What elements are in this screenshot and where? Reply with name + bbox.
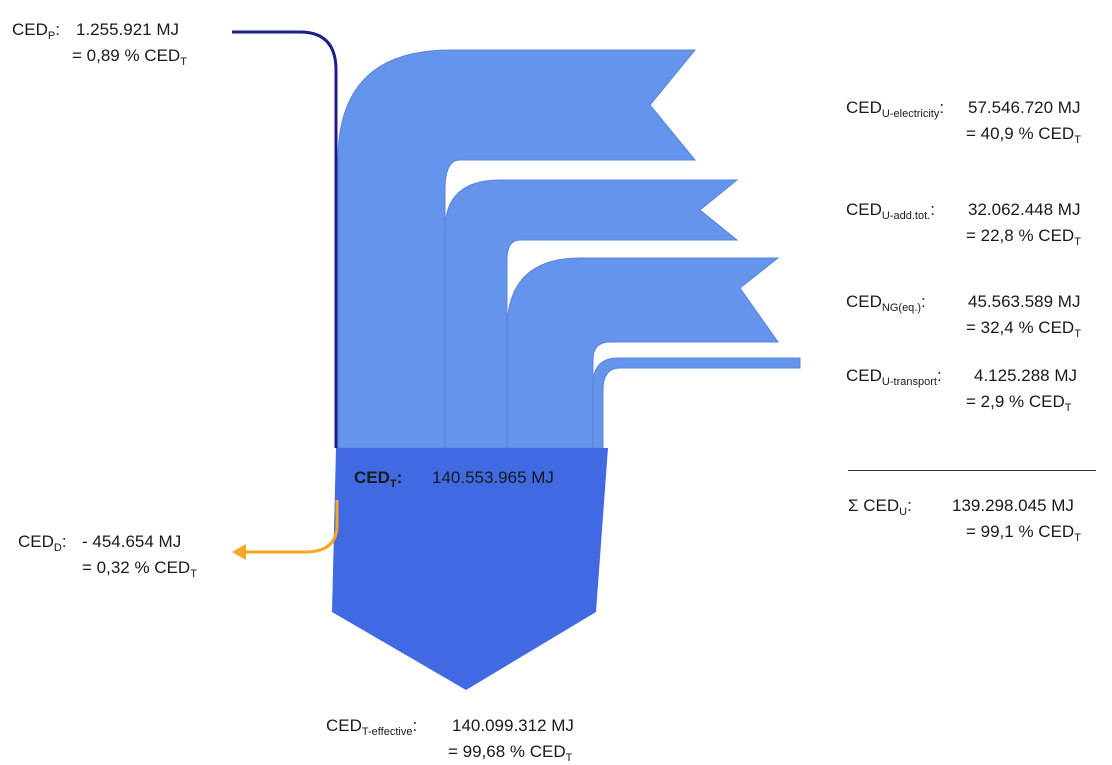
primary-label: CEDP: — [12, 18, 60, 42]
use-additives-value: 32.062.448 MJ — [968, 198, 1080, 222]
use-additives-label: CEDU-add.tot.: — [846, 198, 935, 222]
sum-percent: = 99,1 % CEDT — [966, 520, 1081, 544]
flow-natural-gas — [507, 258, 778, 448]
effective-percent: = 99,68 % CEDT — [448, 740, 572, 764]
use-electricity-label: CEDU-electricity: — [846, 96, 944, 120]
primary-percent: = 0,89 % CEDT — [72, 44, 187, 68]
use-transport-label: CEDU-transport: — [846, 364, 942, 388]
effective-label: CEDT-effective: — [326, 714, 417, 738]
use-transport-value: 4.125.288 MJ — [974, 364, 1077, 388]
use-transport-percent: = 2,9 % CEDT — [966, 390, 1071, 414]
sum-value: 139.298.045 MJ — [952, 494, 1074, 518]
total-value: 140.553.965 MJ — [432, 466, 554, 490]
deduction-percent: = 0,32 % CEDT — [82, 556, 197, 580]
sum-separator — [848, 470, 1096, 471]
use-additives-percent: = 22,8 % CEDT — [966, 224, 1081, 248]
use-electricity-value: 57.546.720 MJ — [968, 96, 1080, 120]
total-label: CEDT: — [354, 466, 402, 490]
flow-primary-line — [232, 32, 336, 448]
deduction-arrow-head — [232, 544, 246, 560]
flow-transport — [593, 358, 800, 448]
sum-label: Σ CEDU: — [848, 494, 912, 518]
use-natural-gas-value: 45.563.589 MJ — [968, 290, 1080, 314]
use-electricity-percent: = 40,9 % CEDT — [966, 122, 1081, 146]
flow-deduction-line — [245, 500, 337, 552]
use-natural-gas-label: CEDNG(eq.): — [846, 290, 926, 314]
deduction-value: - 454.654 MJ — [82, 530, 181, 554]
primary-value: 1.255.921 MJ — [76, 18, 179, 42]
use-natural-gas-percent: = 32,4 % CEDT — [966, 316, 1081, 340]
deduction-label: CEDD: — [18, 530, 67, 554]
effective-value: 140.099.312 MJ — [452, 714, 574, 738]
